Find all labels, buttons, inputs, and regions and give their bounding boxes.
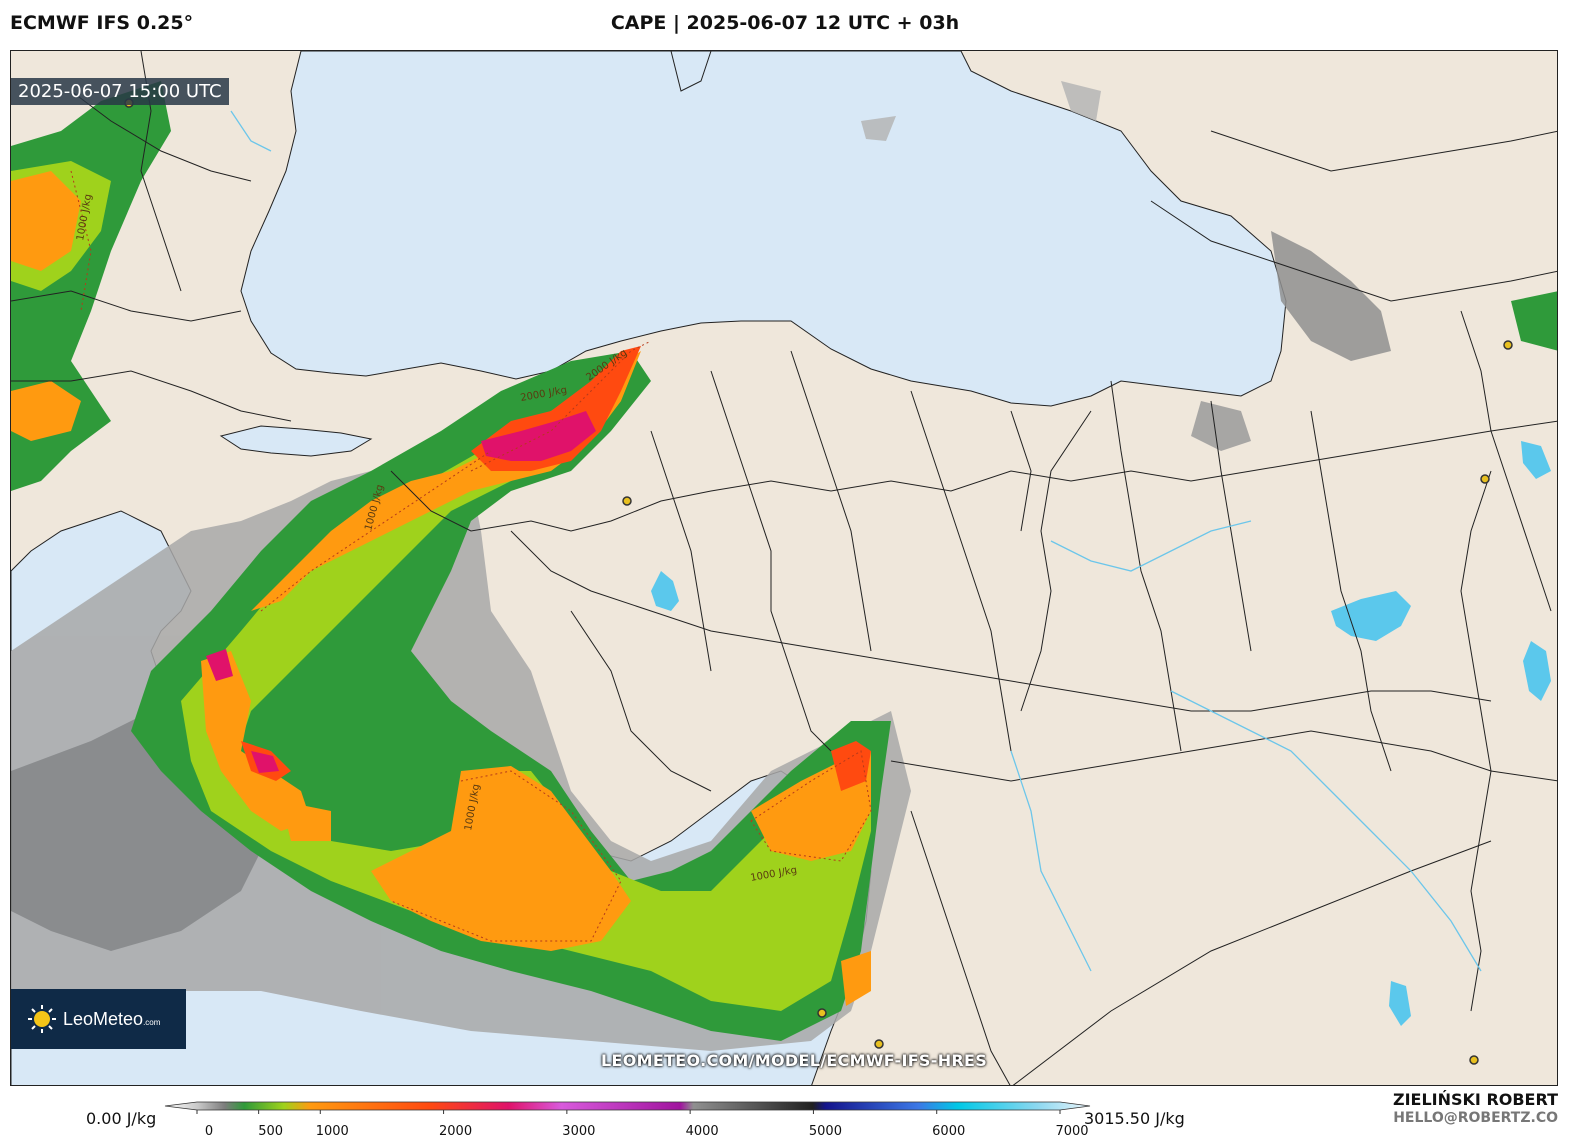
sun-icon [28,1005,56,1033]
city-marker-beirut [817,1008,827,1018]
city-marker-damascus [874,1039,884,1049]
legend-colorbar [164,1101,1091,1111]
color-legend: 0.00 J/kg 0 500 1000 2000 3000 4000 5000 6000 70… [86,1101,1185,1139]
lake-urmia [1523,641,1551,701]
legend-tick-label: 0 [205,1124,213,1139]
cape-map: 1000 J/kg 2000 J/kg 2000 J/kg 1000 J/kg … [11,51,1557,1085]
city-marker-yerevan [1480,474,1490,484]
source-url: LEOMETEO.COM/MODEL/ECMWF-IFS-HRES [601,1051,988,1070]
rivers [230,110,1482,972]
model-name: ECMWF IFS 0.25° [10,12,194,34]
legend-tick-label: 1000 [316,1124,349,1139]
legend-tick-label: 2000 [439,1124,472,1139]
lake-sevan [1521,441,1551,479]
legend-tick-label: 6000 [932,1124,965,1139]
city-marker-ankara [622,496,632,506]
map-title: CAPE | 2025-06-07 12 UTC + 03h [610,12,960,34]
lake-southeast [1389,981,1411,1026]
author-email: HELLO@ROBERTZ.CO [1393,1110,1558,1126]
legend-min-label: 0.00 J/kg [86,1109,156,1128]
leometeo-logo: LeoMeteo.com [11,989,186,1049]
legend-tick-label: 500 [258,1124,283,1139]
legend-ticks: 0 500 1000 2000 3000 4000 5000 6000 7000 [196,1110,1089,1139]
map-frame: 1000 J/kg 2000 J/kg 2000 J/kg 1000 J/kg … [10,50,1558,1086]
cape-contours [70,170,872,942]
valid-time-label: 2025-06-07 15:00 UTC [11,78,229,105]
sea-of-marmara [219,425,373,457]
admin-borders [11,51,1557,1085]
logo-text: LeoMeteo.com [63,1008,161,1029]
lake-van [1331,591,1411,641]
city-marker-baghdad [1469,1055,1479,1065]
author-name: ZIELIŃSKI ROBERT [1392,1090,1558,1109]
legend-tick-label: 5000 [809,1124,842,1139]
legend-tick-label: 4000 [686,1124,719,1139]
cape-peak-shading [206,411,596,773]
azov-sea [670,51,712,92]
city-marker-tbilisi [1503,340,1513,350]
legend-tick-label: 3000 [562,1124,595,1139]
cape-high-shading [11,171,871,1006]
legend-tick-label: 7000 [1055,1124,1088,1139]
legend-max-label: 3015.50 J/kg [1084,1109,1185,1128]
lake-tuz [651,571,679,611]
black-sea [240,51,1287,407]
